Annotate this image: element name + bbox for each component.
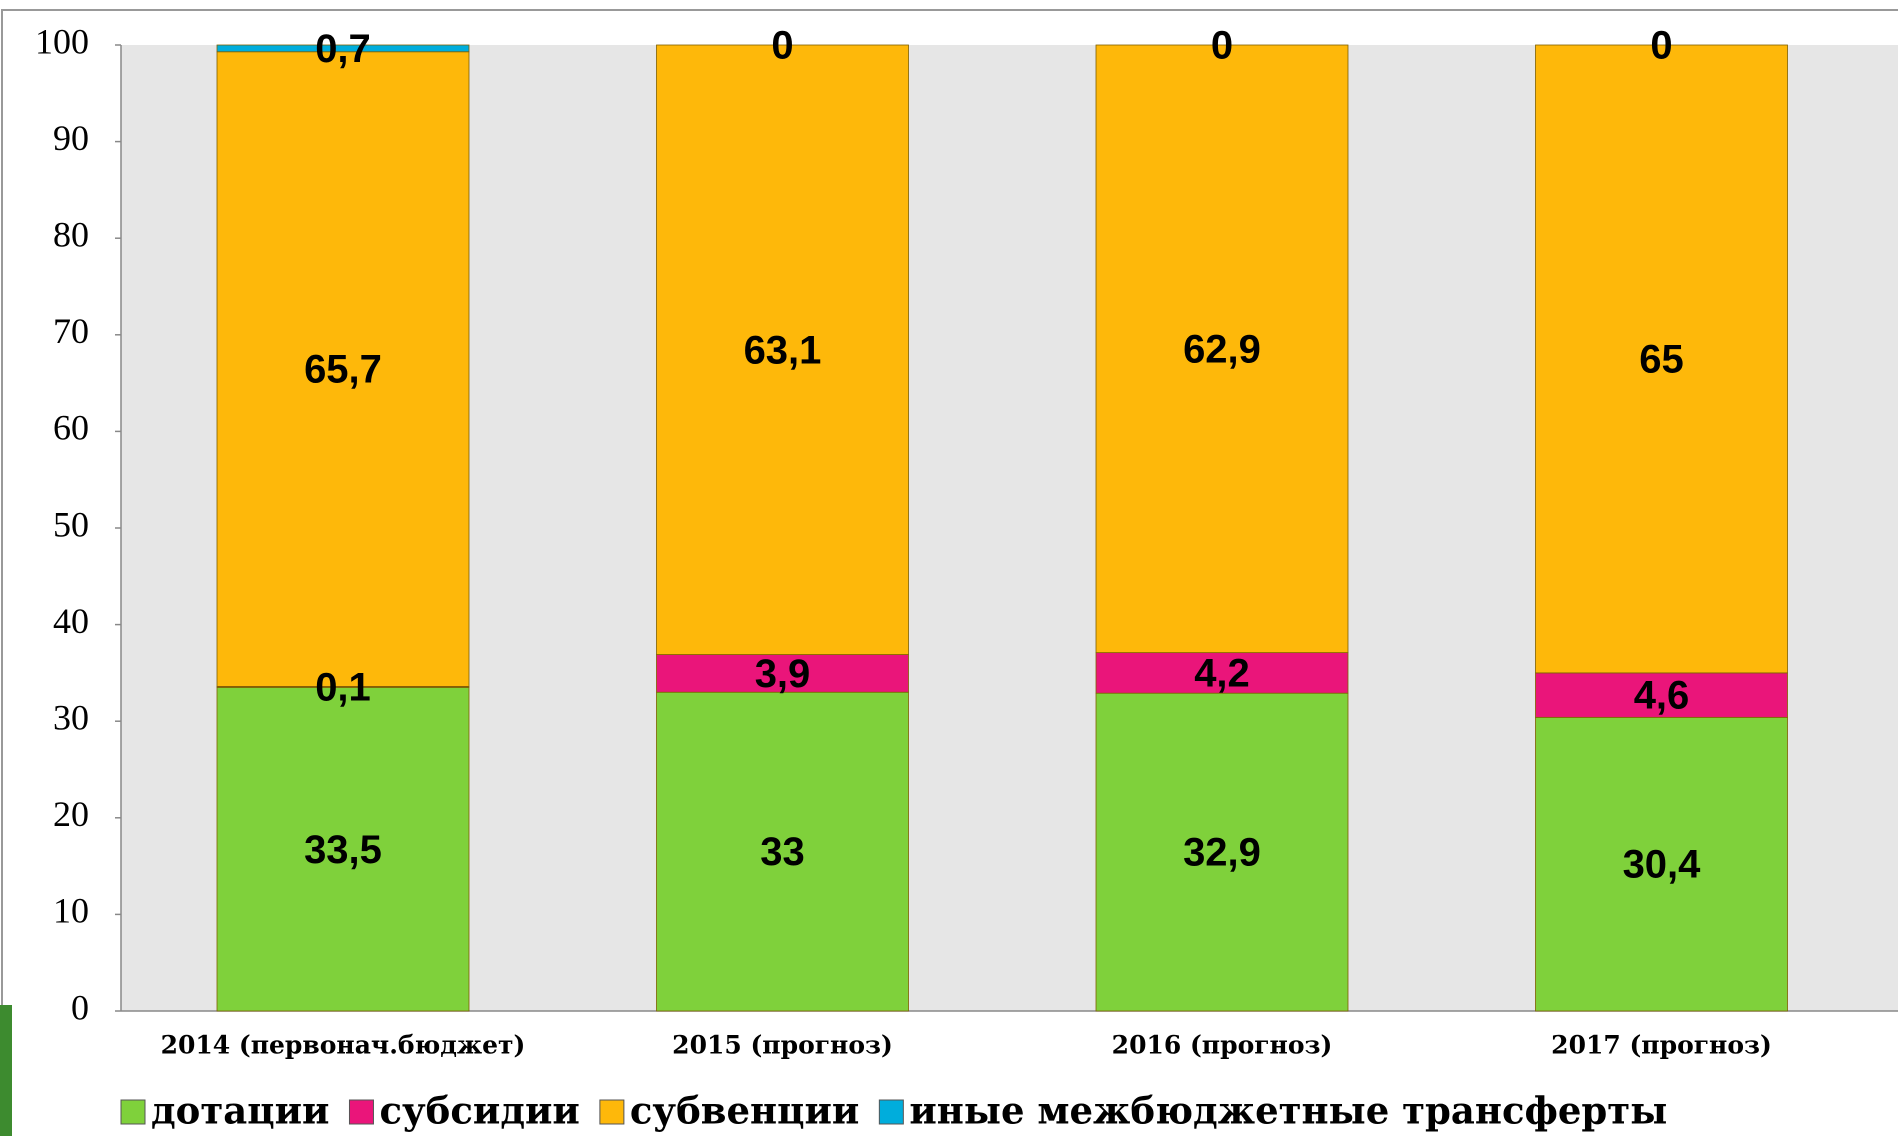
data-label: 0,1 — [315, 665, 371, 709]
legend-label: дотации — [151, 1089, 329, 1133]
y-tick-label: 40 — [53, 601, 89, 641]
x-tick-label: 2017 (прогноз) — [1551, 1031, 1772, 1060]
legend-swatch — [878, 1099, 904, 1125]
data-label: 0 — [771, 24, 793, 68]
legend-label: субсидии — [379, 1089, 579, 1133]
chart-border — [1, 9, 1898, 1136]
x-tick-label: 2016 (прогноз) — [1112, 1031, 1333, 1060]
data-label: 0,7 — [315, 27, 371, 71]
x-tick-label: 2015 (прогноз) — [672, 1031, 893, 1060]
bar-segment — [656, 691, 909, 1012]
data-label: 65,7 — [304, 348, 382, 392]
bar-segment — [1095, 44, 1349, 654]
bar-segment — [1095, 692, 1349, 1012]
x-tick-label: 2014 (первонач.бюджет) — [161, 1031, 526, 1060]
bar-segment — [216, 51, 470, 687]
data-label: 33 — [760, 830, 805, 874]
bar-segment — [216, 686, 470, 1012]
legend-swatch — [599, 1099, 625, 1125]
y-tick-label: 20 — [53, 794, 89, 834]
y-tick-label: 10 — [53, 891, 89, 931]
decoration — [0, 1005, 12, 1136]
legend-label: субвенции — [630, 1089, 859, 1133]
y-tick-label: 30 — [53, 697, 89, 737]
legend-label: иные межбюджетные трансферты — [909, 1089, 1667, 1133]
bar-segment — [1535, 672, 1788, 718]
y-tick-label: 50 — [53, 504, 89, 544]
data-label: 30,4 — [1623, 843, 1702, 887]
data-label: 63,1 — [744, 328, 822, 372]
data-label: 0 — [1211, 24, 1233, 68]
y-tick-label: 90 — [53, 118, 89, 158]
data-label: 4,2 — [1194, 651, 1250, 695]
data-label: 4,6 — [1634, 674, 1690, 718]
data-label: 32,9 — [1183, 831, 1261, 875]
bar-segment — [656, 654, 909, 693]
data-label: 65 — [1639, 338, 1684, 382]
data-label: 33,5 — [304, 828, 382, 872]
y-tick-label: 80 — [53, 214, 89, 254]
y-tick-label: 100 — [35, 21, 89, 61]
data-label: 62,9 — [1183, 327, 1261, 371]
bar-segment — [216, 44, 470, 53]
y-tick-label: 0 — [71, 987, 89, 1027]
legend-swatch — [348, 1099, 374, 1125]
bar-segment — [1535, 44, 1788, 674]
bar-segment — [1535, 716, 1788, 1012]
bar-segment — [1095, 652, 1349, 694]
data-label: 3,9 — [755, 652, 811, 696]
y-tick-label: 70 — [53, 311, 89, 351]
legend-swatch — [120, 1099, 146, 1125]
data-label: 0 — [1650, 24, 1672, 68]
y-tick-label: 60 — [53, 408, 89, 448]
bar-segment — [656, 44, 909, 655]
